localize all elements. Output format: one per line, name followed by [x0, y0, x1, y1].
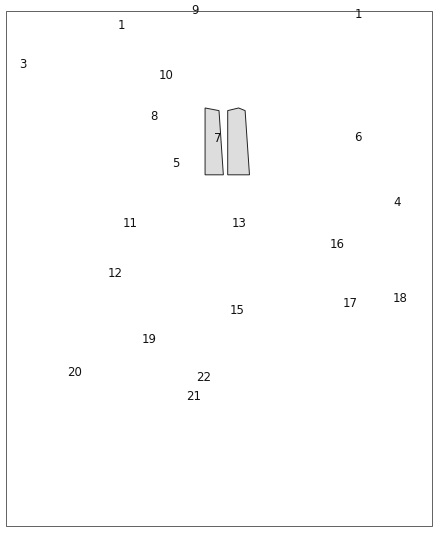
Circle shape	[188, 278, 193, 285]
Ellipse shape	[195, 45, 203, 62]
Text: 1: 1	[117, 19, 125, 32]
Circle shape	[127, 340, 138, 353]
Text: 19: 19	[141, 333, 156, 346]
Circle shape	[332, 292, 341, 303]
Text: 7: 7	[214, 132, 222, 145]
Ellipse shape	[350, 71, 358, 92]
Text: 11: 11	[122, 217, 138, 230]
Circle shape	[372, 290, 384, 304]
Text: 9: 9	[191, 4, 199, 17]
Circle shape	[307, 285, 312, 290]
Circle shape	[334, 147, 352, 167]
Ellipse shape	[272, 233, 340, 314]
Circle shape	[167, 392, 176, 402]
Circle shape	[169, 265, 174, 272]
Circle shape	[179, 240, 203, 270]
Circle shape	[372, 148, 388, 166]
Polygon shape	[10, 205, 136, 305]
Circle shape	[185, 412, 196, 425]
Circle shape	[156, 213, 226, 297]
Ellipse shape	[187, 46, 195, 64]
Circle shape	[161, 94, 166, 101]
Bar	[323, 132, 410, 182]
Text: 6: 6	[354, 132, 362, 144]
Text: 1: 1	[354, 8, 362, 21]
Text: 12: 12	[108, 267, 123, 280]
Text: 21: 21	[186, 390, 201, 403]
Text: 18: 18	[393, 292, 408, 305]
Circle shape	[333, 75, 344, 88]
Bar	[199, 104, 278, 178]
Circle shape	[58, 230, 97, 278]
Text: 15: 15	[230, 304, 245, 317]
Circle shape	[207, 265, 212, 272]
Circle shape	[329, 70, 348, 93]
Circle shape	[237, 42, 262, 74]
Polygon shape	[36, 31, 119, 83]
Circle shape	[169, 239, 174, 245]
Polygon shape	[141, 21, 424, 195]
Circle shape	[231, 281, 242, 294]
Circle shape	[294, 280, 298, 285]
Text: 5: 5	[172, 157, 179, 169]
Circle shape	[90, 338, 98, 348]
Circle shape	[183, 246, 198, 265]
Circle shape	[307, 257, 312, 262]
Circle shape	[161, 33, 168, 41]
Circle shape	[242, 49, 257, 68]
Ellipse shape	[75, 45, 88, 71]
Circle shape	[81, 353, 96, 372]
Circle shape	[10, 42, 19, 53]
Circle shape	[291, 50, 304, 66]
Circle shape	[68, 444, 87, 467]
Circle shape	[376, 76, 385, 87]
Text: 4: 4	[394, 196, 401, 209]
Text: 17: 17	[343, 297, 358, 310]
Polygon shape	[205, 108, 223, 175]
Ellipse shape	[294, 259, 318, 288]
Circle shape	[65, 38, 99, 78]
Circle shape	[294, 262, 298, 268]
Ellipse shape	[268, 228, 344, 320]
Text: 20: 20	[67, 366, 82, 379]
Text: 8: 8	[150, 110, 157, 124]
Text: 16: 16	[330, 238, 345, 251]
Circle shape	[207, 239, 212, 245]
Circle shape	[324, 49, 340, 68]
Polygon shape	[228, 108, 250, 175]
Circle shape	[338, 151, 348, 163]
Text: 10: 10	[159, 69, 173, 83]
Circle shape	[371, 71, 389, 92]
Circle shape	[188, 226, 193, 232]
Text: 3: 3	[19, 58, 27, 71]
Circle shape	[72, 449, 83, 462]
Ellipse shape	[359, 148, 366, 166]
Circle shape	[151, 207, 231, 304]
Circle shape	[334, 295, 339, 300]
Circle shape	[286, 45, 308, 71]
Circle shape	[369, 287, 387, 308]
Circle shape	[65, 239, 90, 269]
Bar	[228, 34, 271, 79]
Circle shape	[188, 415, 193, 422]
Circle shape	[170, 100, 175, 106]
Text: 22: 22	[196, 372, 212, 384]
Circle shape	[316, 271, 321, 277]
Circle shape	[10, 31, 19, 42]
Ellipse shape	[290, 254, 322, 294]
Text: 13: 13	[232, 217, 247, 230]
Bar	[323, 42, 410, 124]
Ellipse shape	[311, 47, 319, 69]
Ellipse shape	[359, 71, 367, 92]
Circle shape	[71, 45, 92, 70]
